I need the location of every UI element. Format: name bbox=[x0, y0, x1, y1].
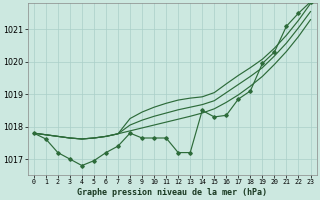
X-axis label: Graphe pression niveau de la mer (hPa): Graphe pression niveau de la mer (hPa) bbox=[77, 188, 267, 197]
